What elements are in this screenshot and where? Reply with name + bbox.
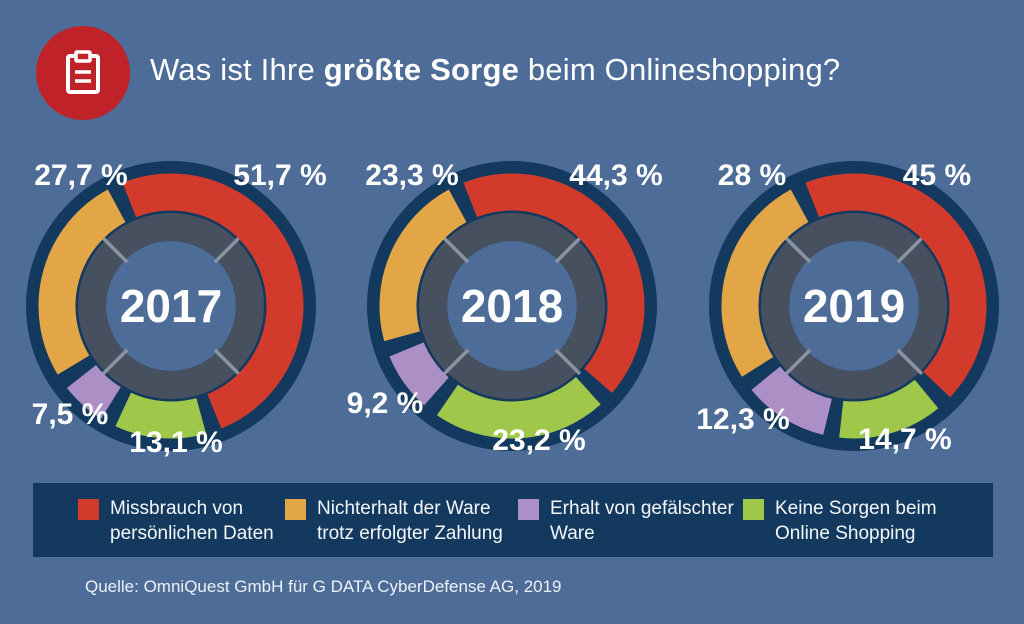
donut-2017 [26,161,316,451]
donut-segment-green [115,392,207,439]
pct-label-orange-2019: 28 % [717,159,787,192]
donut-segment-green [436,376,601,439]
legend-label-purple: Erhalt von gefälschter Ware [550,496,734,547]
pct-label-green-2019: 14,7 % [858,423,952,456]
track-divider [101,236,129,264]
pct-label-orange-2017: 27,7 % [34,159,128,192]
donut-segment-red [122,173,304,429]
legend-label-red-line2: persönlichen Daten [110,523,274,545]
track-divider [213,236,241,264]
legend-chip-red [78,499,99,520]
track-divider [442,236,470,264]
clipboard-icon [66,50,100,94]
legend-label-green-line1: Keine Sorgen beim [775,498,937,519]
donut-segment-orange [721,189,809,377]
track-divider [554,348,582,376]
donut-chart-2019: 2019 28 % 45 % 12,3 % 14,7 % [683,145,1024,480]
pct-label-purple-2017: 7,5 % [31,398,109,431]
pct-label-purple-2018: 9,2 % [346,387,424,420]
pct-label-green-2017: 13,1 % [129,426,223,459]
legend-item-red: Missbrauch von persönlichen Daten [78,496,274,547]
donut-segment-orange [38,189,126,375]
donut-segment-orange [379,189,467,342]
legend-label-orange-line1: Nichterhalt der Ware [317,498,491,519]
legend-label-red-line1: Missbrauch von [110,498,244,519]
donut-segment-red [463,173,645,393]
legend-label-green-line2: Online Shopping [775,523,916,545]
page-title: Was ist Ihre größte Sorge beim Onlinesho… [150,52,840,88]
track-divider [784,236,812,264]
donut-track [761,213,947,399]
donut-hole [789,241,919,371]
year-label-2019: 2019 [802,280,906,332]
source-credit: Quelle: OmniQuest GmbH für G DATA CyberD… [85,577,562,596]
donut-hole [447,241,577,371]
donut-segment-green [839,379,939,439]
donut-track [419,213,605,399]
legend: Missbrauch von persönlichen Daten Nichter… [33,483,993,557]
donut-hole [106,241,236,371]
donut-segment-purple [389,341,450,406]
donut-2019 [709,161,999,451]
legend-label-red: Missbrauch von persönlichen Daten [110,496,274,547]
clipboard-badge [36,26,130,120]
year-label-2017: 2017 [119,280,223,332]
track-divider [896,348,924,376]
title-suffix: beim Onlineshopping? [519,52,841,87]
pct-label-green-2018: 23,2 % [492,424,586,457]
legend-item-orange: Nichterhalt der Ware trotz erfolgter Zahl… [285,496,503,547]
pct-label-red-2017: 51,7 % [233,159,327,192]
title-bold: größte Sorge [323,52,520,87]
track-divider [554,236,582,264]
legend-item-purple: Erhalt von gefälschter Ware [518,496,734,547]
legend-label-purple-line2: Ware [550,523,595,545]
donut-track [78,213,264,399]
legend-label-orange: Nichterhalt der Ware trotz erfolgter Zahl… [317,496,503,547]
donut-segment-red [805,173,987,398]
pct-label-red-2018: 44,3 % [569,159,663,192]
pct-label-purple-2019: 12,3 % [696,403,790,436]
legend-chip-orange [285,499,306,520]
donut-segment-purple [751,366,833,435]
donut-2018 [367,161,657,451]
pct-label-red-2019: 45 % [902,159,972,192]
title-prefix: Was ist Ihre [150,52,324,87]
donut-chart-2017: 2017 27,7 % 51,7 % 7,5 % 13,1 % [0,145,341,480]
donut-chart-2018: 2018 23,3 % 44,3 % 9,2 % 23,2 % [341,145,682,480]
legend-label-green: Keine Sorgen beim Online Shopping [775,496,937,547]
legend-chip-purple [518,499,539,520]
track-divider [213,348,241,376]
donut-segment-purple [66,364,122,419]
legend-chip-green [743,499,764,520]
track-divider [784,348,812,376]
pct-label-orange-2018: 23,3 % [365,159,459,192]
track-divider [442,348,470,376]
legend-label-orange-line2: trotz erfolgter Zahlung [317,523,503,545]
track-divider [896,236,924,264]
year-label-2018: 2018 [460,280,564,332]
track-divider [101,348,129,376]
legend-item-green: Keine Sorgen beim Online Shopping [743,496,937,547]
legend-label-purple-line1: Erhalt von gefälschter [550,498,734,519]
